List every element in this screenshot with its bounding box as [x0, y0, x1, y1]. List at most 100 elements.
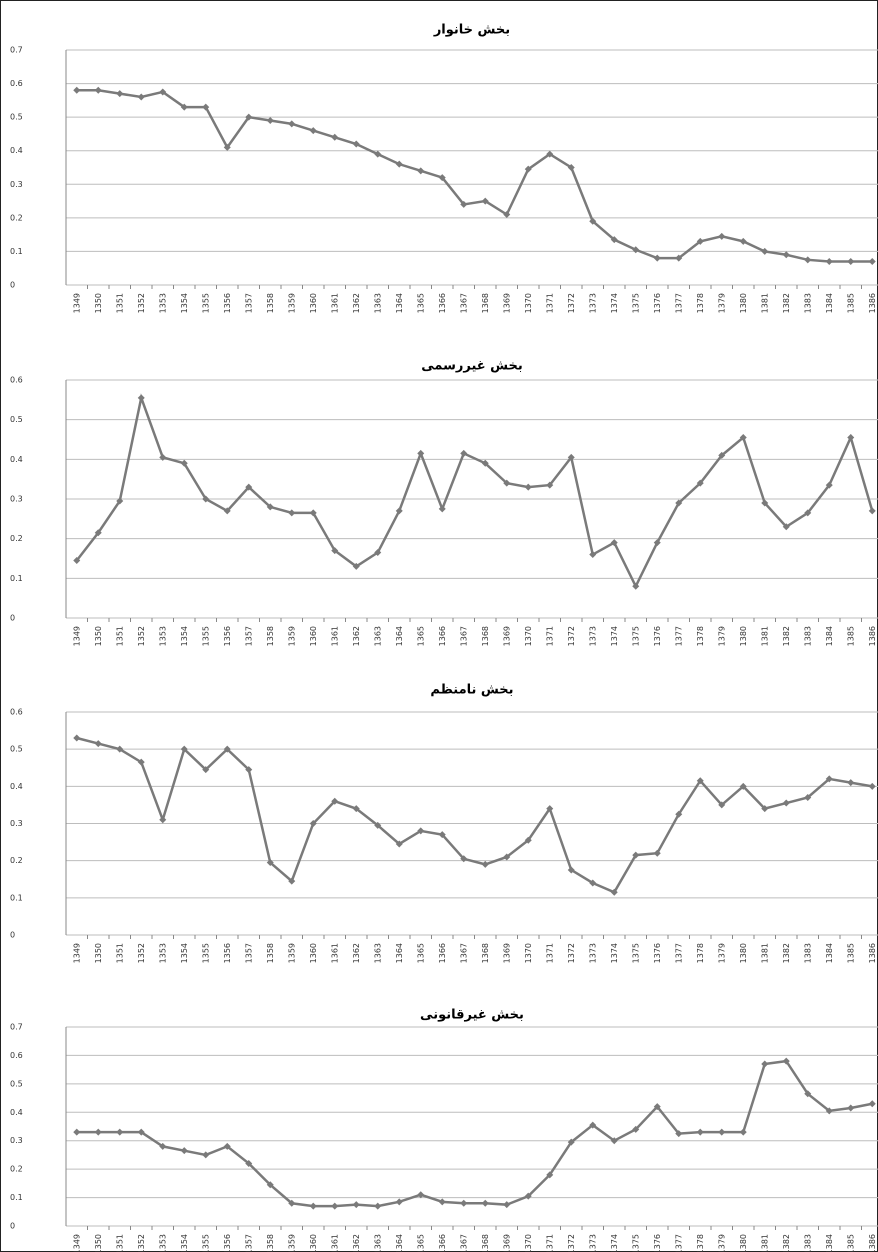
point-marker [438, 831, 446, 839]
point-marker [137, 1128, 145, 1136]
y-tick-label: 0 [10, 281, 15, 290]
point-marker [460, 1199, 468, 1207]
point-marker [868, 1100, 876, 1108]
point-marker [288, 1199, 296, 1207]
point-marker [589, 879, 597, 887]
y-tick-label: 0.6 [10, 376, 23, 385]
x-tick-label: 1360 [309, 943, 318, 963]
point-marker [761, 1060, 769, 1068]
point-marker [503, 853, 511, 861]
point-marker [438, 174, 446, 182]
x-tick-label: 1385 [846, 626, 855, 646]
point-marker [825, 775, 833, 783]
x-tick-label: 1373 [588, 943, 597, 963]
y-tick-label: 0.4 [10, 146, 23, 155]
point-marker [632, 1125, 640, 1133]
chart-title: بخش خانوار [433, 23, 510, 38]
x-tick-label: 1378 [696, 626, 705, 646]
point-marker [610, 236, 618, 244]
point-marker [481, 1199, 489, 1207]
y-tick-label: 0.5 [10, 1079, 23, 1088]
point-marker [589, 551, 597, 559]
x-tick-label: 1371 [545, 293, 554, 313]
point-marker [653, 1103, 661, 1111]
x-tick-label: 1377 [674, 626, 683, 646]
x-tick-label: 1377 [674, 293, 683, 313]
x-tick-label: 1362 [352, 626, 361, 646]
point-marker [632, 582, 640, 590]
point-marker [868, 782, 876, 790]
point-marker [352, 805, 360, 813]
x-tick-label: 1383 [803, 626, 812, 646]
x-tick-label: 1360 [309, 1234, 318, 1252]
x-tick-label: 1374 [610, 293, 619, 313]
x-tick-label: 1378 [696, 293, 705, 313]
point-marker [137, 394, 145, 402]
x-tick-label: 1352 [137, 943, 146, 963]
point-marker [524, 836, 532, 844]
point-marker [73, 1128, 81, 1136]
point-marker [94, 740, 102, 748]
x-tick-label: 1359 [287, 1234, 296, 1252]
x-tick-label: 1358 [266, 1234, 275, 1252]
x-tick-label: 1380 [739, 293, 748, 313]
x-tick-label: 1360 [309, 626, 318, 646]
x-tick-label: 1385 [846, 943, 855, 963]
x-tick-label: 1351 [115, 626, 124, 646]
point-marker [245, 766, 253, 774]
x-tick-label: 1351 [115, 1234, 124, 1252]
y-tick-label: 0.2 [10, 856, 23, 865]
x-tick-label: 1369 [502, 1234, 511, 1252]
point-marker [374, 549, 382, 557]
x-tick-label: 1372 [567, 626, 576, 646]
x-tick-label: 1386 [868, 626, 877, 646]
x-tick-label: 1355 [201, 1234, 210, 1252]
point-marker [309, 127, 317, 135]
x-tick-label: 1376 [653, 626, 662, 646]
x-tick-label: 1384 [825, 626, 834, 646]
point-marker [374, 1202, 382, 1210]
point-marker [438, 505, 446, 513]
x-tick-label: 1375 [631, 626, 640, 646]
point-marker [632, 851, 640, 859]
point-marker [739, 237, 747, 245]
x-tick-label: 1353 [158, 626, 167, 646]
y-tick-label: 0.2 [10, 534, 23, 543]
x-tick-label: 1359 [287, 293, 296, 313]
point-marker [804, 793, 812, 801]
x-tick-label: 1374 [610, 943, 619, 963]
point-marker [632, 246, 640, 254]
point-marker [374, 150, 382, 158]
x-tick-label: 1350 [94, 626, 103, 646]
x-tick-label: 1386 [868, 1234, 877, 1252]
point-marker [481, 197, 489, 205]
y-tick-label: 0.1 [10, 574, 23, 583]
point-marker [567, 1138, 575, 1146]
point-marker [739, 1128, 747, 1136]
point-marker [718, 801, 726, 809]
x-tick-label: 1365 [416, 293, 425, 313]
x-tick-label: 1367 [459, 1234, 468, 1252]
x-tick-label: 1352 [137, 293, 146, 313]
point-marker [782, 799, 790, 807]
point-marker [309, 820, 317, 827]
point-marker [73, 86, 81, 94]
point-marker [180, 1147, 188, 1155]
point-marker [761, 247, 769, 255]
chart-title: بخش غیرقانونی [420, 1008, 524, 1023]
point-marker [288, 509, 296, 517]
x-tick-label: 1366 [438, 293, 447, 313]
point-marker [309, 509, 317, 517]
point-marker [116, 1128, 124, 1136]
x-tick-label: 1385 [846, 1234, 855, 1252]
point-marker [825, 481, 833, 489]
x-tick-label: 1371 [545, 626, 554, 646]
point-marker [696, 479, 704, 487]
point-marker [675, 499, 683, 507]
y-tick-label: 0.5 [10, 745, 23, 754]
x-tick-label: 1367 [459, 293, 468, 313]
point-marker [524, 165, 532, 173]
x-tick-label: 1351 [115, 943, 124, 963]
x-tick-label: 1375 [631, 943, 640, 963]
point-marker [395, 507, 403, 515]
